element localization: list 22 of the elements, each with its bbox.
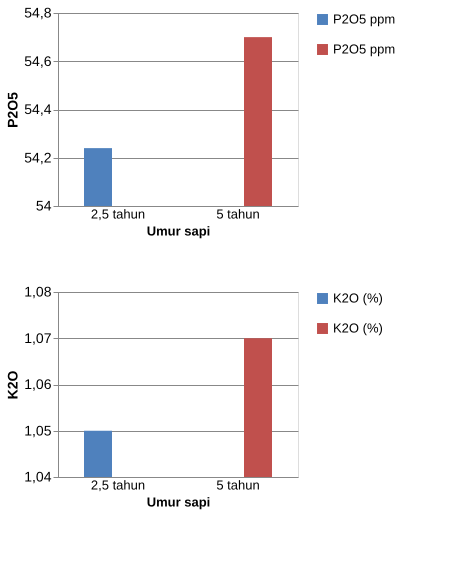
y-axis-title: K2O	[4, 370, 20, 400]
legend-label: P2O5 ppm	[333, 12, 396, 26]
y-axis-title: P2O5	[4, 92, 20, 128]
y-tick-label: 1,06	[24, 376, 52, 392]
legend-label: K2O (%)	[333, 290, 383, 306]
x-tick-label: 2,5 tahun	[90, 206, 146, 222]
y-tick-label: 54,4	[24, 101, 52, 117]
y-tick-label: 54,8	[24, 4, 52, 20]
y-tick-label: 1,05	[24, 422, 52, 438]
legend-label: K2O (%)	[333, 320, 383, 336]
x-tick-label: 2,5 tahun	[90, 478, 146, 492]
y-tick-label: 54,6	[24, 52, 52, 69]
x-axis-title: Umur sapi	[146, 224, 210, 238]
x-tick-label: 5 tahun	[216, 478, 260, 492]
y-tick-label: 54	[36, 198, 52, 214]
x-axis-title: Umur sapi	[146, 494, 210, 510]
y-tick-label: 54,2	[24, 149, 52, 166]
x-tick-label: 5 tahun	[216, 206, 260, 222]
y-tick-label: 1,08	[24, 284, 52, 300]
y-tick-label: 1,04	[24, 468, 52, 484]
y-tick-label: 1,07	[24, 330, 52, 346]
legend-label: P2O5 ppm	[333, 42, 396, 56]
